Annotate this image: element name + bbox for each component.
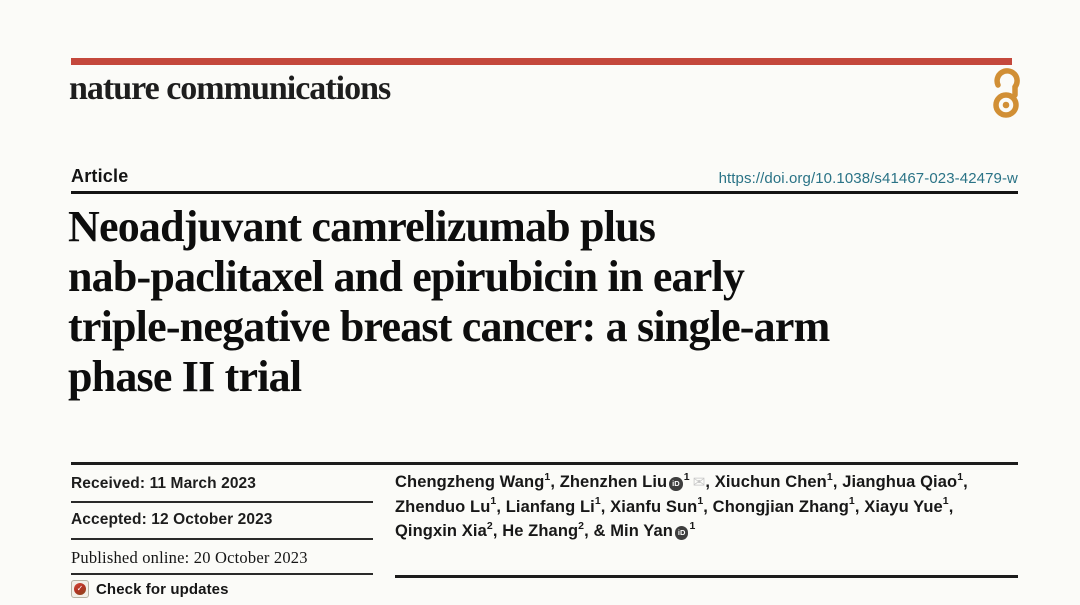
- doi-link[interactable]: https://doi.org/10.1038/s41467-023-42479…: [718, 170, 1018, 187]
- title-line: nab-paclitaxel and epirubicin in early: [68, 252, 745, 301]
- accepted-value: 12 October 2023: [151, 511, 273, 528]
- affiliation-superscript: 1: [957, 470, 964, 483]
- author-name: Zhenduo Lu: [395, 497, 491, 516]
- received-row: Received: 11 March 2023: [71, 475, 373, 493]
- author-item: & Min Yan iD1: [593, 519, 696, 540]
- affiliation-superscript: 1: [544, 470, 551, 483]
- orcid-icon[interactable]: iD: [674, 526, 689, 540]
- author-item: He Zhang2: [502, 519, 585, 540]
- affiliation-superscript: 1: [848, 495, 855, 507]
- title-line: Neoadjuvant camrelizumab plus: [68, 202, 656, 251]
- author-name: Lianfang Li: [505, 497, 595, 516]
- check-for-updates-button[interactable]: ✓ Check for updates: [71, 580, 229, 598]
- author-item: Zhenzhen Liu iD1 ✉: [559, 470, 706, 491]
- affiliation-superscript: 1: [594, 495, 601, 507]
- author-name: Chongjian Zhang: [712, 497, 849, 516]
- author-item: Jianghua Qiao1: [842, 470, 964, 491]
- published-label: Published online:: [71, 548, 190, 567]
- crossmark-logo-circle: ✓: [74, 583, 86, 595]
- affiliation-superscript: 2: [578, 519, 585, 532]
- author-item: Xianfu Sun1: [610, 495, 704, 516]
- author-item: Xiuchun Chen1: [714, 470, 833, 491]
- journal-logo: nature communications: [69, 70, 391, 107]
- author-item: Lianfang Li1: [505, 495, 601, 516]
- author-name: Min Yan: [610, 522, 673, 540]
- affiliation-superscript: 1: [689, 519, 696, 532]
- accepted-label: Accepted:: [71, 511, 147, 528]
- title-line: phase II trial: [68, 352, 302, 401]
- author-item: Zhenduo Lu1: [395, 495, 497, 516]
- title-line: triple-negative breast cancer: a single-…: [68, 302, 830, 351]
- received-label: Received:: [71, 475, 146, 492]
- crossmark-icon: ✓: [71, 580, 89, 598]
- published-value: 20 October 2023: [193, 548, 308, 567]
- orcid-icon[interactable]: iD: [669, 477, 683, 491]
- affiliation-superscript: 1: [683, 470, 690, 483]
- columns-top-rule: [71, 462, 1018, 465]
- received-value: 11 March 2023: [149, 475, 256, 492]
- history-divider: [71, 573, 373, 575]
- affiliation-superscript: 2: [486, 519, 493, 532]
- masthead-red-bar: [71, 58, 1012, 65]
- author-name: Xiuchun Chen: [714, 473, 827, 491]
- article-type-label: Article: [71, 166, 129, 186]
- author-name: Chengzheng Wang: [395, 473, 545, 491]
- author-item: Chongjian Zhang1: [712, 495, 855, 516]
- authors-bottom-rule: [395, 575, 1018, 578]
- article-title: Neoadjuvant camrelizumab plus nab-paclita…: [68, 202, 1018, 402]
- open-access-icon: [991, 67, 1021, 119]
- affiliation-superscript: 1: [942, 495, 949, 507]
- author-item: Chengzheng Wang1: [395, 470, 551, 491]
- accepted-row: Accepted: 12 October 2023: [71, 511, 373, 529]
- affiliation-superscript: 1: [697, 495, 704, 507]
- email-icon[interactable]: ✉: [692, 473, 706, 491]
- affiliation-superscript: 1: [826, 470, 833, 483]
- check-for-updates-label: Check for updates: [96, 580, 229, 598]
- author-item: Qingxin Xia2: [395, 519, 493, 540]
- article-header-rule: [71, 191, 1018, 194]
- author-list: Chengzheng Wang1, Zhenzhen Liu iD1 ✉, Xiuc…: [395, 470, 968, 540]
- history-divider: [71, 501, 373, 503]
- author-name: He Zhang: [502, 522, 579, 540]
- author-item: Xiayu Yue1: [864, 495, 949, 516]
- author-name: Zhenzhen Liu: [559, 473, 668, 491]
- author-name: Xiayu Yue: [864, 497, 943, 516]
- author-name: Qingxin Xia: [395, 522, 487, 540]
- author-name: Jianghua Qiao: [842, 473, 958, 491]
- published-row: Published online: 20 October 2023: [71, 548, 373, 568]
- history-divider: [71, 538, 373, 540]
- affiliation-superscript: 1: [490, 495, 497, 507]
- author-name: Xianfu Sun: [610, 497, 698, 516]
